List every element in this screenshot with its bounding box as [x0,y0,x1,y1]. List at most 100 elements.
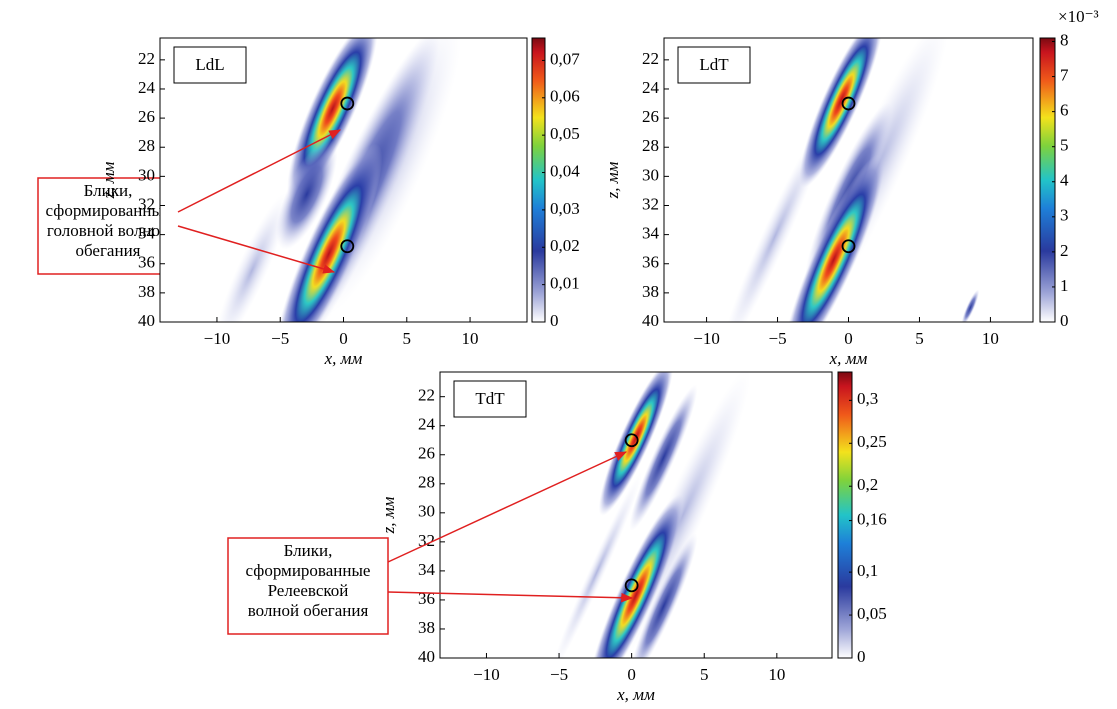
heatmap-blob [783,154,885,322]
y-tick-label: 24 [418,415,436,434]
arrow [387,451,628,563]
y-tick-label: 34 [418,560,436,579]
y-tick-label: 32 [642,194,659,213]
colorbar-tick-label: 0,3 [857,389,878,408]
y-axis-label: z, мм [99,161,118,199]
colorbar-tick-label: 0,07 [550,49,580,68]
annotation-text: волной обегания [248,601,369,620]
y-tick-label: 26 [642,107,659,126]
y-tick-label: 40 [418,647,435,666]
heatmap-blob [629,384,698,532]
y-tick-label: 30 [138,165,155,184]
annotation-2: Блики, сформированные Релеевской волной … [227,537,389,635]
x-tick-label: 5 [700,665,709,684]
y-tick-label: 38 [642,282,659,301]
heatmap-blob [551,471,643,658]
x-tick-label: 5 [403,329,412,348]
annotation-text: сформированные [246,561,371,580]
marker [624,578,639,593]
y-tick-label: 28 [418,473,435,492]
heatmap [214,38,462,322]
colorbar-tick-label: 2 [1060,241,1069,260]
colorbar [531,37,546,323]
panel-label: LdT [699,55,729,74]
x-tick-label: 10 [768,665,785,684]
y-tick-label: 28 [642,136,659,155]
annotation-text: головной волной [47,221,169,240]
y-tick-label: 26 [418,444,435,463]
y-tick-label: 22 [418,386,435,405]
y-tick-label: 38 [418,618,435,637]
plot-frame [439,371,833,659]
heatmap-blob [275,143,383,322]
colorbar-tick-label: 4 [1060,171,1069,190]
panel-label-box [677,46,751,84]
colorbar-tick-label: 0,01 [550,274,580,293]
colorbar-multiplier: ×10⁻³ [1058,7,1099,26]
marker [841,239,856,254]
colorbar-tick-label: 5 [1060,136,1069,155]
colorbar-tick-label: 0,2 [857,475,878,494]
y-tick-label: 38 [138,282,155,301]
x-axis-label: x, мм [616,685,655,704]
heatmap [720,38,980,322]
y-tick-label: 40 [642,311,659,330]
y-tick-label: 36 [138,253,155,272]
y-tick-label: 32 [138,194,155,213]
marker [340,96,355,111]
y-tick-label: 40 [138,311,155,330]
x-tick-label: 0 [627,665,636,684]
colorbar-tick-label: 0,02 [550,236,580,255]
x-tick-label: −10 [693,329,720,348]
colorbar-tick-label: 0 [550,311,559,330]
heatmap-blob [629,533,698,658]
heatmap [551,372,751,658]
x-tick-label: −5 [550,665,568,684]
y-tick-label: 36 [418,589,435,608]
heatmap-blob [799,38,884,188]
colorbar-tick-label: 0,06 [550,87,580,106]
panel-label: LdL [195,55,224,74]
x-axis-label: x, мм [829,349,868,368]
arrow [177,225,336,274]
x-tick-label: 0 [339,329,348,348]
y-tick-label: 28 [138,136,155,155]
y-tick-label: 22 [138,49,155,68]
arrow [177,129,342,213]
colorbar [1039,37,1056,323]
heatmap-blob [588,494,684,658]
x-axis-label: x, мм [324,349,363,368]
y-tick-label: 34 [138,224,156,243]
colorbar-tick-label: 3 [1060,206,1069,225]
x-tick-label: 10 [462,329,479,348]
arrow [387,591,634,603]
heatmap-blob [214,192,289,322]
y-tick-label: 34 [642,224,660,243]
colorbar-tick-label: 0,25 [857,432,887,451]
annotation-text: Релеевской [268,581,349,600]
y-tick-label: 30 [418,502,435,521]
panel-label: TdT [475,389,505,408]
y-axis-label: z, мм [379,496,398,534]
annotation-text: обегания [75,241,140,260]
annotation-text: Блики, [284,541,333,560]
annotation-1: Блики, сформированные головной волной об… [37,177,179,275]
y-axis-label: z, мм [603,161,622,199]
arrows [177,129,634,603]
heatmap-blob [961,289,980,322]
colorbar-tick-label: 0,05 [550,124,580,143]
colorbar-tick-label: 8 [1060,30,1069,49]
marker [841,96,856,111]
colorbar-tick-label: 7 [1060,65,1069,84]
x-tick-label: −5 [271,329,289,348]
colorbar [837,371,853,659]
x-tick-label: −10 [204,329,231,348]
x-tick-label: 5 [915,329,924,348]
annotation-text: Блики, [84,181,133,200]
panel-label-box [173,46,247,84]
y-tick-label: 26 [138,107,155,126]
colorbar-tick-label: 0 [857,647,866,666]
colorbar-tick-label: 1 [1060,276,1069,295]
